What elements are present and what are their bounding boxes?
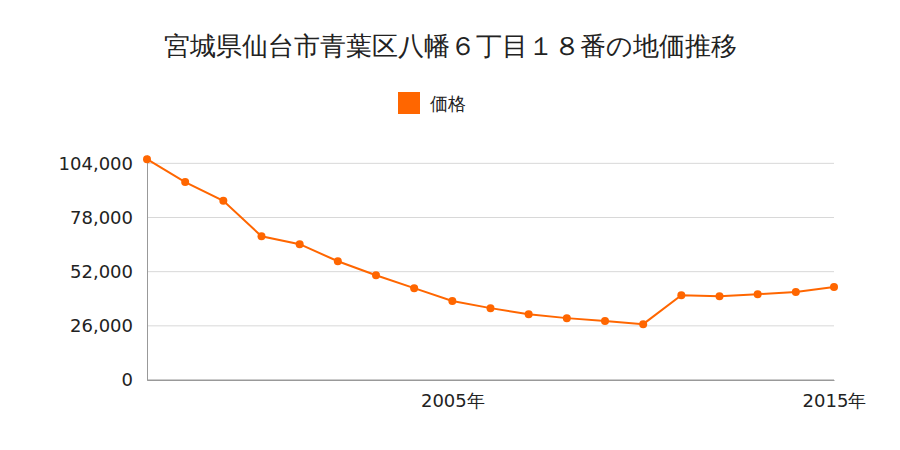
y-tick-label: 52,000	[70, 261, 133, 282]
point	[219, 197, 227, 205]
x-axis-line	[148, 380, 835, 381]
y-tick: 104,000	[59, 153, 147, 174]
point	[487, 304, 495, 312]
grid-line	[147, 217, 834, 218]
x-tick-label: 2015年	[803, 390, 867, 411]
legend: 価格	[398, 92, 466, 114]
plot-area	[143, 155, 838, 328]
point	[296, 240, 304, 248]
y-tick: 26,000	[70, 315, 147, 336]
y-tick: 78,000	[70, 207, 147, 228]
legend-swatch	[398, 92, 420, 114]
grid-line	[147, 163, 834, 164]
y-tick-label: 78,000	[70, 207, 133, 228]
point	[754, 290, 762, 298]
point	[448, 297, 456, 305]
point	[563, 314, 571, 322]
y-tick-label: 26,000	[70, 315, 133, 336]
x-axis: 2005年 2015年	[148, 380, 867, 411]
x-tick: 2015年	[803, 380, 867, 411]
y-tick: 0	[122, 369, 147, 390]
point	[639, 320, 647, 328]
line	[147, 159, 834, 324]
point	[372, 271, 380, 279]
x-tick-label: 2005年	[421, 390, 485, 411]
point	[525, 310, 533, 318]
point	[181, 178, 189, 186]
point	[334, 257, 342, 265]
y-tick-label: 104,000	[59, 153, 133, 174]
point	[258, 232, 266, 240]
point	[410, 284, 418, 292]
grid-line	[147, 325, 834, 326]
point	[143, 155, 151, 163]
y-axis-line	[147, 156, 148, 381]
y-tick: 52,000	[70, 261, 147, 282]
x-tick: 2005年	[421, 380, 485, 411]
title: 宮城県仙台市青葉区八幡６丁目１８番の地価推移	[164, 31, 737, 61]
point	[716, 292, 724, 300]
point	[601, 317, 609, 325]
y-tick-label: 0	[122, 369, 133, 390]
grid-line	[147, 271, 834, 272]
grid	[147, 163, 834, 380]
point	[677, 291, 685, 299]
legend-label: 価格	[430, 93, 466, 114]
point	[792, 288, 800, 296]
point	[830, 283, 838, 291]
chart: 宮城県仙台市青葉区八幡６丁目１８番の地価推移価格 0 26,000 52,000 78,…	[0, 0, 900, 450]
y-axis: 0 26,000 52,000 78,000 104,000	[59, 153, 148, 391]
grid-line	[147, 380, 834, 381]
